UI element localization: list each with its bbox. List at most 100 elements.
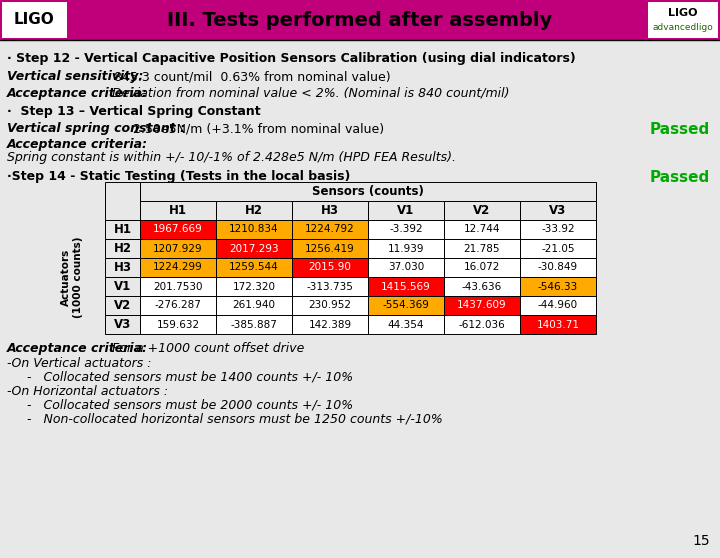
Bar [140, 201, 216, 220]
Bar [216, 220, 292, 239]
Bar [140, 277, 216, 296]
Text: -33.92: -33.92 [541, 224, 575, 234]
Text: Vertical sensitivity:: Vertical sensitivity: [7, 70, 143, 83]
Text: 44.354: 44.354 [388, 320, 424, 330]
Bar [216, 315, 292, 334]
Text: 21.785: 21.785 [464, 243, 500, 253]
Text: -On Horizontal actuators :: -On Horizontal actuators : [7, 385, 168, 398]
Bar [444, 201, 520, 220]
Bar [292, 277, 368, 296]
Bar [2, 2, 67, 38]
Text: -385.887: -385.887 [230, 320, 277, 330]
Bar [140, 220, 216, 239]
Text: 1259.544: 1259.544 [229, 262, 279, 272]
Text: Actuators
(1000 counts): Actuators (1000 counts) [61, 236, 83, 318]
Text: H3: H3 [114, 261, 132, 274]
Bar [368, 277, 444, 296]
Bar [216, 201, 292, 220]
Text: LIGO: LIGO [668, 8, 698, 18]
Text: 261.940: 261.940 [233, 301, 276, 310]
Bar [0, 0, 720, 40]
Text: 142.389: 142.389 [308, 320, 351, 330]
Bar [216, 258, 292, 277]
Text: LIGO: LIGO [14, 12, 55, 27]
Bar [520, 220, 596, 239]
Text: 1207.929: 1207.929 [153, 243, 203, 253]
Text: -   Collocated sensors must be 1400 counts +/- 10%: - Collocated sensors must be 1400 counts… [27, 371, 353, 384]
Text: Deviation from nominal value < 2%. (Nominal is 840 count/mil): Deviation from nominal value < 2%. (Nomi… [108, 87, 510, 100]
Bar [140, 315, 216, 334]
Bar [140, 182, 596, 201]
Text: 2017.293: 2017.293 [229, 243, 279, 253]
Text: 159.632: 159.632 [156, 320, 199, 330]
Text: 1210.834: 1210.834 [229, 224, 279, 234]
Text: V1: V1 [114, 280, 131, 293]
Bar [520, 258, 596, 277]
Text: H1: H1 [169, 204, 187, 217]
Bar [105, 258, 140, 277]
Text: H2: H2 [245, 204, 263, 217]
Bar [444, 315, 520, 334]
Text: -3.392: -3.392 [390, 224, 423, 234]
Bar [520, 277, 596, 296]
Bar [216, 296, 292, 315]
Text: 15: 15 [693, 534, 710, 548]
Text: -546.33: -546.33 [538, 281, 578, 291]
Bar [444, 296, 520, 315]
Text: Passed: Passed [649, 170, 710, 185]
Bar [368, 220, 444, 239]
Bar [292, 258, 368, 277]
Text: ·Step 14 - Static Testing (Tests in the local basis): ·Step 14 - Static Testing (Tests in the … [7, 170, 351, 183]
Bar [368, 239, 444, 258]
Text: 1224.792: 1224.792 [305, 224, 355, 234]
Text: 16.072: 16.072 [464, 262, 500, 272]
Bar [216, 239, 292, 258]
Bar [520, 201, 596, 220]
Text: 1256.419: 1256.419 [305, 243, 355, 253]
Text: -   Collocated sensors must be 2000 counts +/- 10%: - Collocated sensors must be 2000 counts… [27, 399, 353, 412]
Text: -554.369: -554.369 [382, 301, 429, 310]
Text: · Step 12 - Vertical Capacitive Position Sensors Calibration (using dial indicat: · Step 12 - Vertical Capacitive Position… [7, 52, 576, 65]
Text: 201.7530: 201.7530 [153, 281, 203, 291]
Text: 1967.669: 1967.669 [153, 224, 203, 234]
Text: -44.960: -44.960 [538, 301, 578, 310]
Bar [444, 258, 520, 277]
Text: V3: V3 [114, 318, 131, 331]
Text: H2: H2 [114, 242, 132, 255]
Text: V2: V2 [114, 299, 131, 312]
Text: -   Non-collocated horizontal sensors must be 1250 counts +/-10%: - Non-collocated horizontal sensors must… [27, 413, 443, 426]
Bar [105, 239, 140, 258]
Bar [520, 239, 596, 258]
Bar [216, 277, 292, 296]
Text: 845.3 count/mil  0.63% from nominal value): 845.3 count/mil 0.63% from nominal value… [110, 70, 391, 83]
Bar [368, 315, 444, 334]
Bar [520, 315, 596, 334]
Text: Acceptance criteria:: Acceptance criteria: [7, 138, 148, 151]
Bar [292, 220, 368, 239]
Bar [648, 2, 718, 38]
Bar [140, 258, 216, 277]
Text: 1415.569: 1415.569 [381, 281, 431, 291]
Bar [368, 296, 444, 315]
Text: Sensors (counts): Sensors (counts) [312, 185, 424, 198]
Text: H1: H1 [114, 223, 132, 236]
Bar [105, 277, 140, 296]
Text: -21.05: -21.05 [541, 243, 575, 253]
Text: III. Tests performed after assembly: III. Tests performed after assembly [167, 11, 553, 30]
Text: -276.287: -276.287 [155, 301, 202, 310]
Text: Acceptance criteria:: Acceptance criteria: [7, 342, 148, 355]
Text: H3: H3 [321, 204, 339, 217]
Text: -313.735: -313.735 [307, 281, 354, 291]
Text: -30.849: -30.849 [538, 262, 578, 272]
Text: 1403.71: 1403.71 [536, 320, 580, 330]
Text: -On Vertical actuators :: -On Vertical actuators : [7, 357, 151, 370]
Text: Acceptance criteria:: Acceptance criteria: [7, 87, 148, 100]
Bar [292, 239, 368, 258]
Text: 11.939: 11.939 [388, 243, 424, 253]
Bar [105, 296, 140, 315]
Text: Passed: Passed [649, 122, 710, 137]
Text: advancedligo: advancedligo [652, 22, 714, 31]
Bar [368, 201, 444, 220]
Text: 172.320: 172.320 [233, 281, 276, 291]
Bar [444, 239, 520, 258]
